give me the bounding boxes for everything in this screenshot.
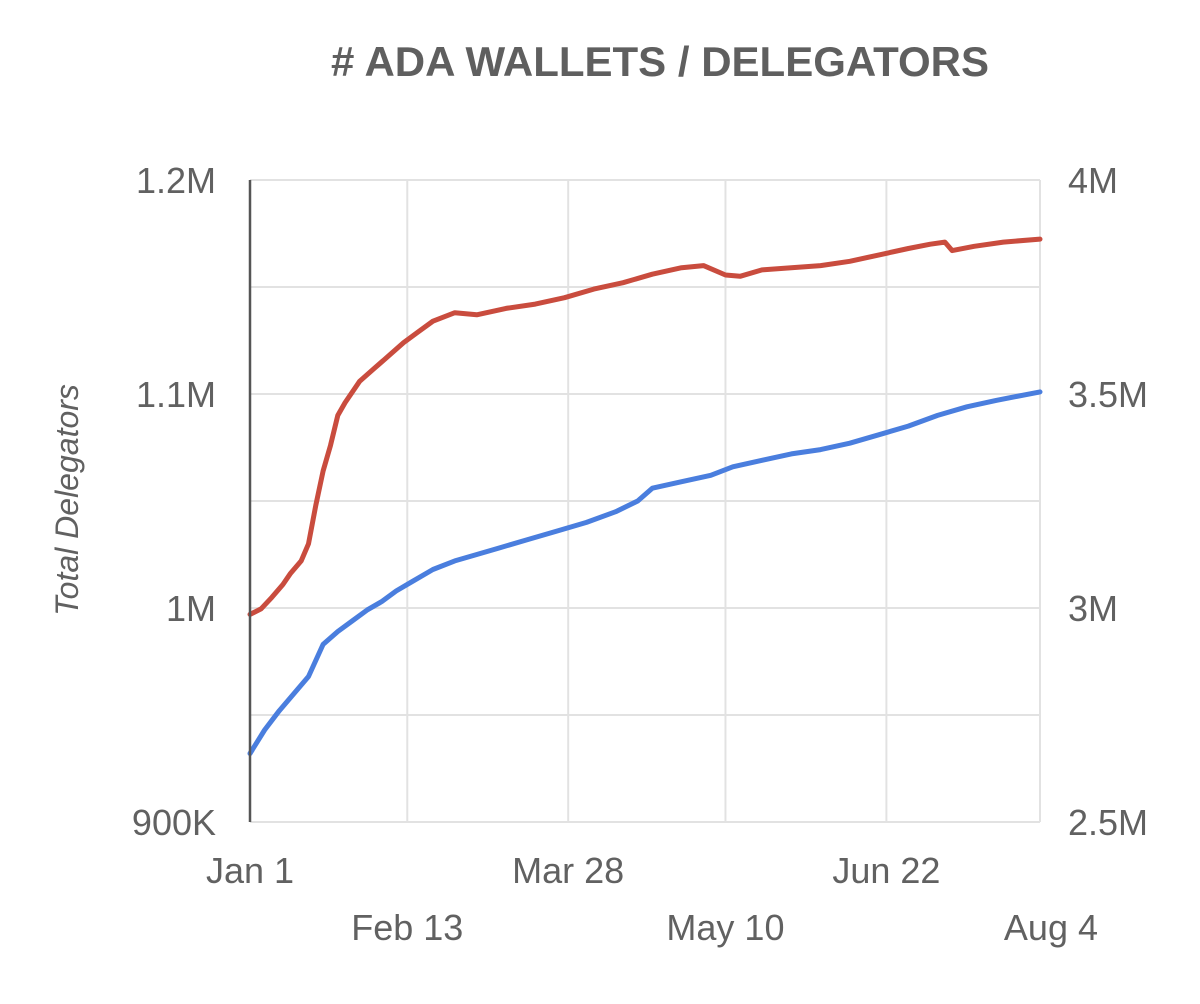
right-axis-series-line bbox=[247, 236, 1043, 617]
right-tick-label: 2.5M bbox=[1068, 802, 1148, 843]
grid bbox=[249, 179, 1041, 823]
left-axis-series-line bbox=[247, 389, 1043, 756]
x-tick-label: Jun 22 bbox=[832, 850, 940, 891]
right-axis-ticks: 2.5M 3M 3.5M 4M bbox=[1068, 160, 1148, 843]
left-tick-label: 1.2M bbox=[136, 160, 216, 201]
left-axis-ticks: 900K 1M 1.1M 1.2M bbox=[132, 160, 216, 843]
left-tick-label: 900K bbox=[132, 802, 216, 843]
series-layer bbox=[247, 236, 1043, 756]
x-tick-label: May 10 bbox=[666, 907, 784, 948]
x-tick-label: Aug 4 bbox=[1004, 907, 1098, 948]
x-axis-ticks: Jan 1 Feb 13 Mar 28 May 10 Jun 22 Aug 4 bbox=[206, 850, 1098, 948]
right-tick-label: 4M bbox=[1068, 160, 1118, 201]
chart-title: # ADA WALLETS / DELEGATORS bbox=[331, 38, 989, 85]
right-tick-label: 3M bbox=[1068, 588, 1118, 629]
right-tick-label: 3.5M bbox=[1068, 374, 1148, 415]
left-tick-label: 1.1M bbox=[136, 374, 216, 415]
x-tick-label: Feb 13 bbox=[351, 907, 463, 948]
x-tick-label: Mar 28 bbox=[512, 850, 624, 891]
left-tick-label: 1M bbox=[166, 588, 216, 629]
x-tick-label: Jan 1 bbox=[206, 850, 294, 891]
y-axis-label: Total Delegators bbox=[49, 384, 85, 616]
